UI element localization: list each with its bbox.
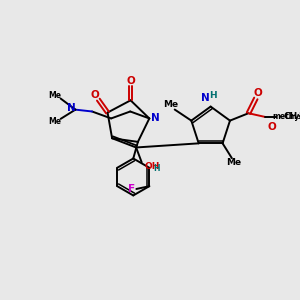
Text: OH: OH	[144, 162, 160, 171]
Text: Me: Me	[49, 117, 62, 126]
Text: Me: Me	[164, 100, 178, 109]
Text: O: O	[253, 88, 262, 98]
Text: Me: Me	[226, 158, 241, 167]
Text: O: O	[268, 122, 277, 131]
Text: H: H	[154, 164, 160, 173]
Text: methyl: methyl	[272, 112, 300, 122]
Text: N: N	[151, 113, 159, 123]
Text: N: N	[201, 93, 209, 103]
Text: O: O	[126, 76, 135, 86]
Text: F: F	[128, 184, 135, 194]
Text: N: N	[67, 103, 76, 113]
Text: Me: Me	[49, 91, 62, 100]
Text: CH₃: CH₃	[284, 112, 300, 122]
Text: O: O	[90, 90, 99, 100]
Text: H: H	[210, 91, 217, 100]
